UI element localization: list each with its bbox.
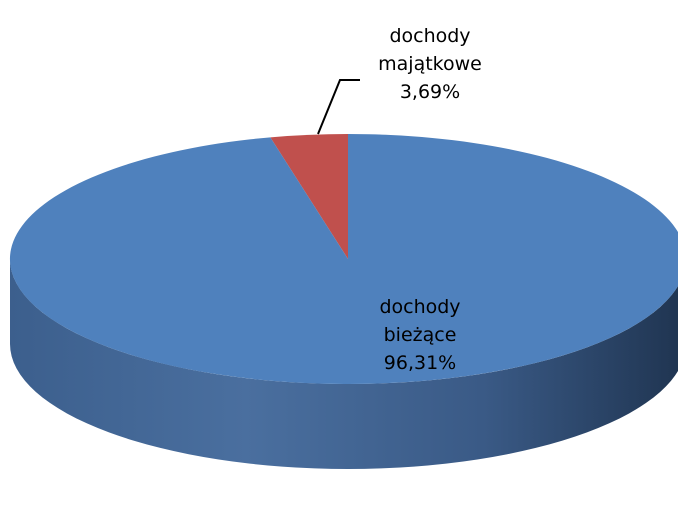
pie-side-wall (10, 259, 678, 469)
slice-dochody-biezace (9, 134, 678, 384)
label-dochody-biezace: dochody bieżące 96,31% (379, 296, 460, 374)
label-dochody-majatkowe: dochody majątkowe 3,69% (378, 25, 482, 103)
leader-line (317, 79, 360, 135)
slice-dochody-majatkowe (270, 134, 348, 259)
